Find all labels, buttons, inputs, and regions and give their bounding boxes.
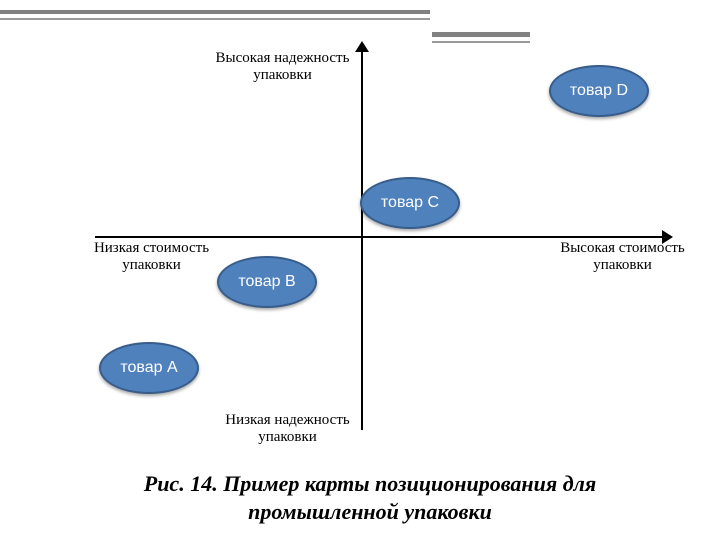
node-product-c: товар C: [360, 177, 460, 229]
positioning-map: Высокая надежность упаковки Низкая надеж…: [0, 0, 720, 540]
node-product-b: товар B: [217, 256, 317, 308]
y-axis-arrow-icon: [355, 41, 369, 52]
axis-label-top: Высокая надежность упаковки: [210, 50, 355, 85]
node-label: товар C: [381, 194, 439, 212]
node-product-d: товар D: [549, 65, 649, 117]
node-product-a: товар A: [99, 342, 199, 394]
node-label: товар D: [570, 82, 628, 100]
axis-label-left: Низкая стоимость упаковки: [84, 240, 219, 275]
node-label: товар B: [238, 273, 295, 291]
axis-label-right: Высокая стоимость упаковки: [555, 240, 690, 275]
y-axis-line: [361, 48, 363, 430]
header-rule-3: [432, 41, 530, 43]
axis-label-bottom: Низкая надежность упаковки: [215, 412, 360, 447]
header-rule-1: [0, 18, 430, 20]
header-rule-0: [0, 10, 430, 14]
header-rule-2: [432, 32, 530, 37]
x-axis-line: [95, 236, 662, 238]
figure-caption: Рис. 14. Пример карты позиционирования д…: [100, 470, 640, 525]
node-label: товар A: [120, 359, 177, 377]
